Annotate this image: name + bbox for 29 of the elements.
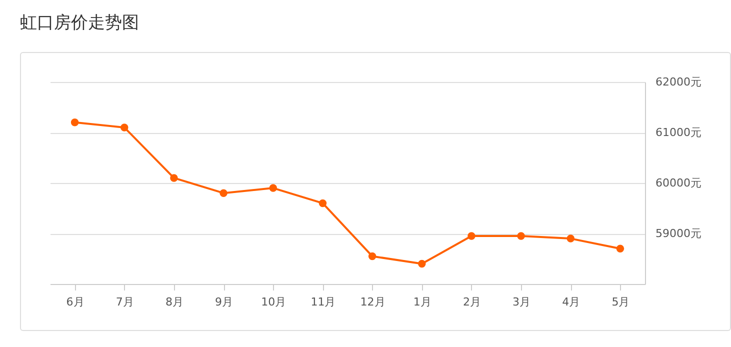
point	[368, 252, 376, 260]
x-tick-label: 5月	[612, 296, 630, 308]
x-tick-label: 4月	[562, 296, 580, 308]
point	[517, 232, 525, 240]
chart-title: 虹口房价走势图	[20, 12, 139, 34]
y-tick-label: 60000元	[656, 176, 702, 190]
point	[120, 124, 128, 132]
point	[269, 184, 277, 192]
x-tick-label: 8月	[165, 296, 184, 308]
x-tick-label: 2月	[462, 296, 481, 308]
point	[70, 118, 79, 126]
x-tick-label: 9月	[215, 296, 234, 308]
point	[566, 234, 574, 242]
y-tick-label: 59000元	[656, 227, 702, 240]
point	[418, 260, 426, 268]
point	[468, 232, 476, 240]
x-tick-label: 3月	[512, 296, 531, 308]
point	[616, 244, 624, 253]
x-tick-label: 10月	[261, 296, 286, 308]
x-tick-label: 11月	[310, 296, 336, 308]
point	[220, 189, 228, 197]
y-tick-label: 62000元	[656, 76, 702, 88]
y-tick-label: 61000元	[656, 126, 702, 139]
x-tick-label: 12月	[360, 296, 386, 308]
x-tick-label: 1月	[413, 296, 432, 308]
x-tick-label: 6月	[66, 296, 84, 308]
x-tick-label: 7月	[116, 296, 134, 308]
point	[318, 199, 327, 208]
point	[170, 174, 178, 182]
